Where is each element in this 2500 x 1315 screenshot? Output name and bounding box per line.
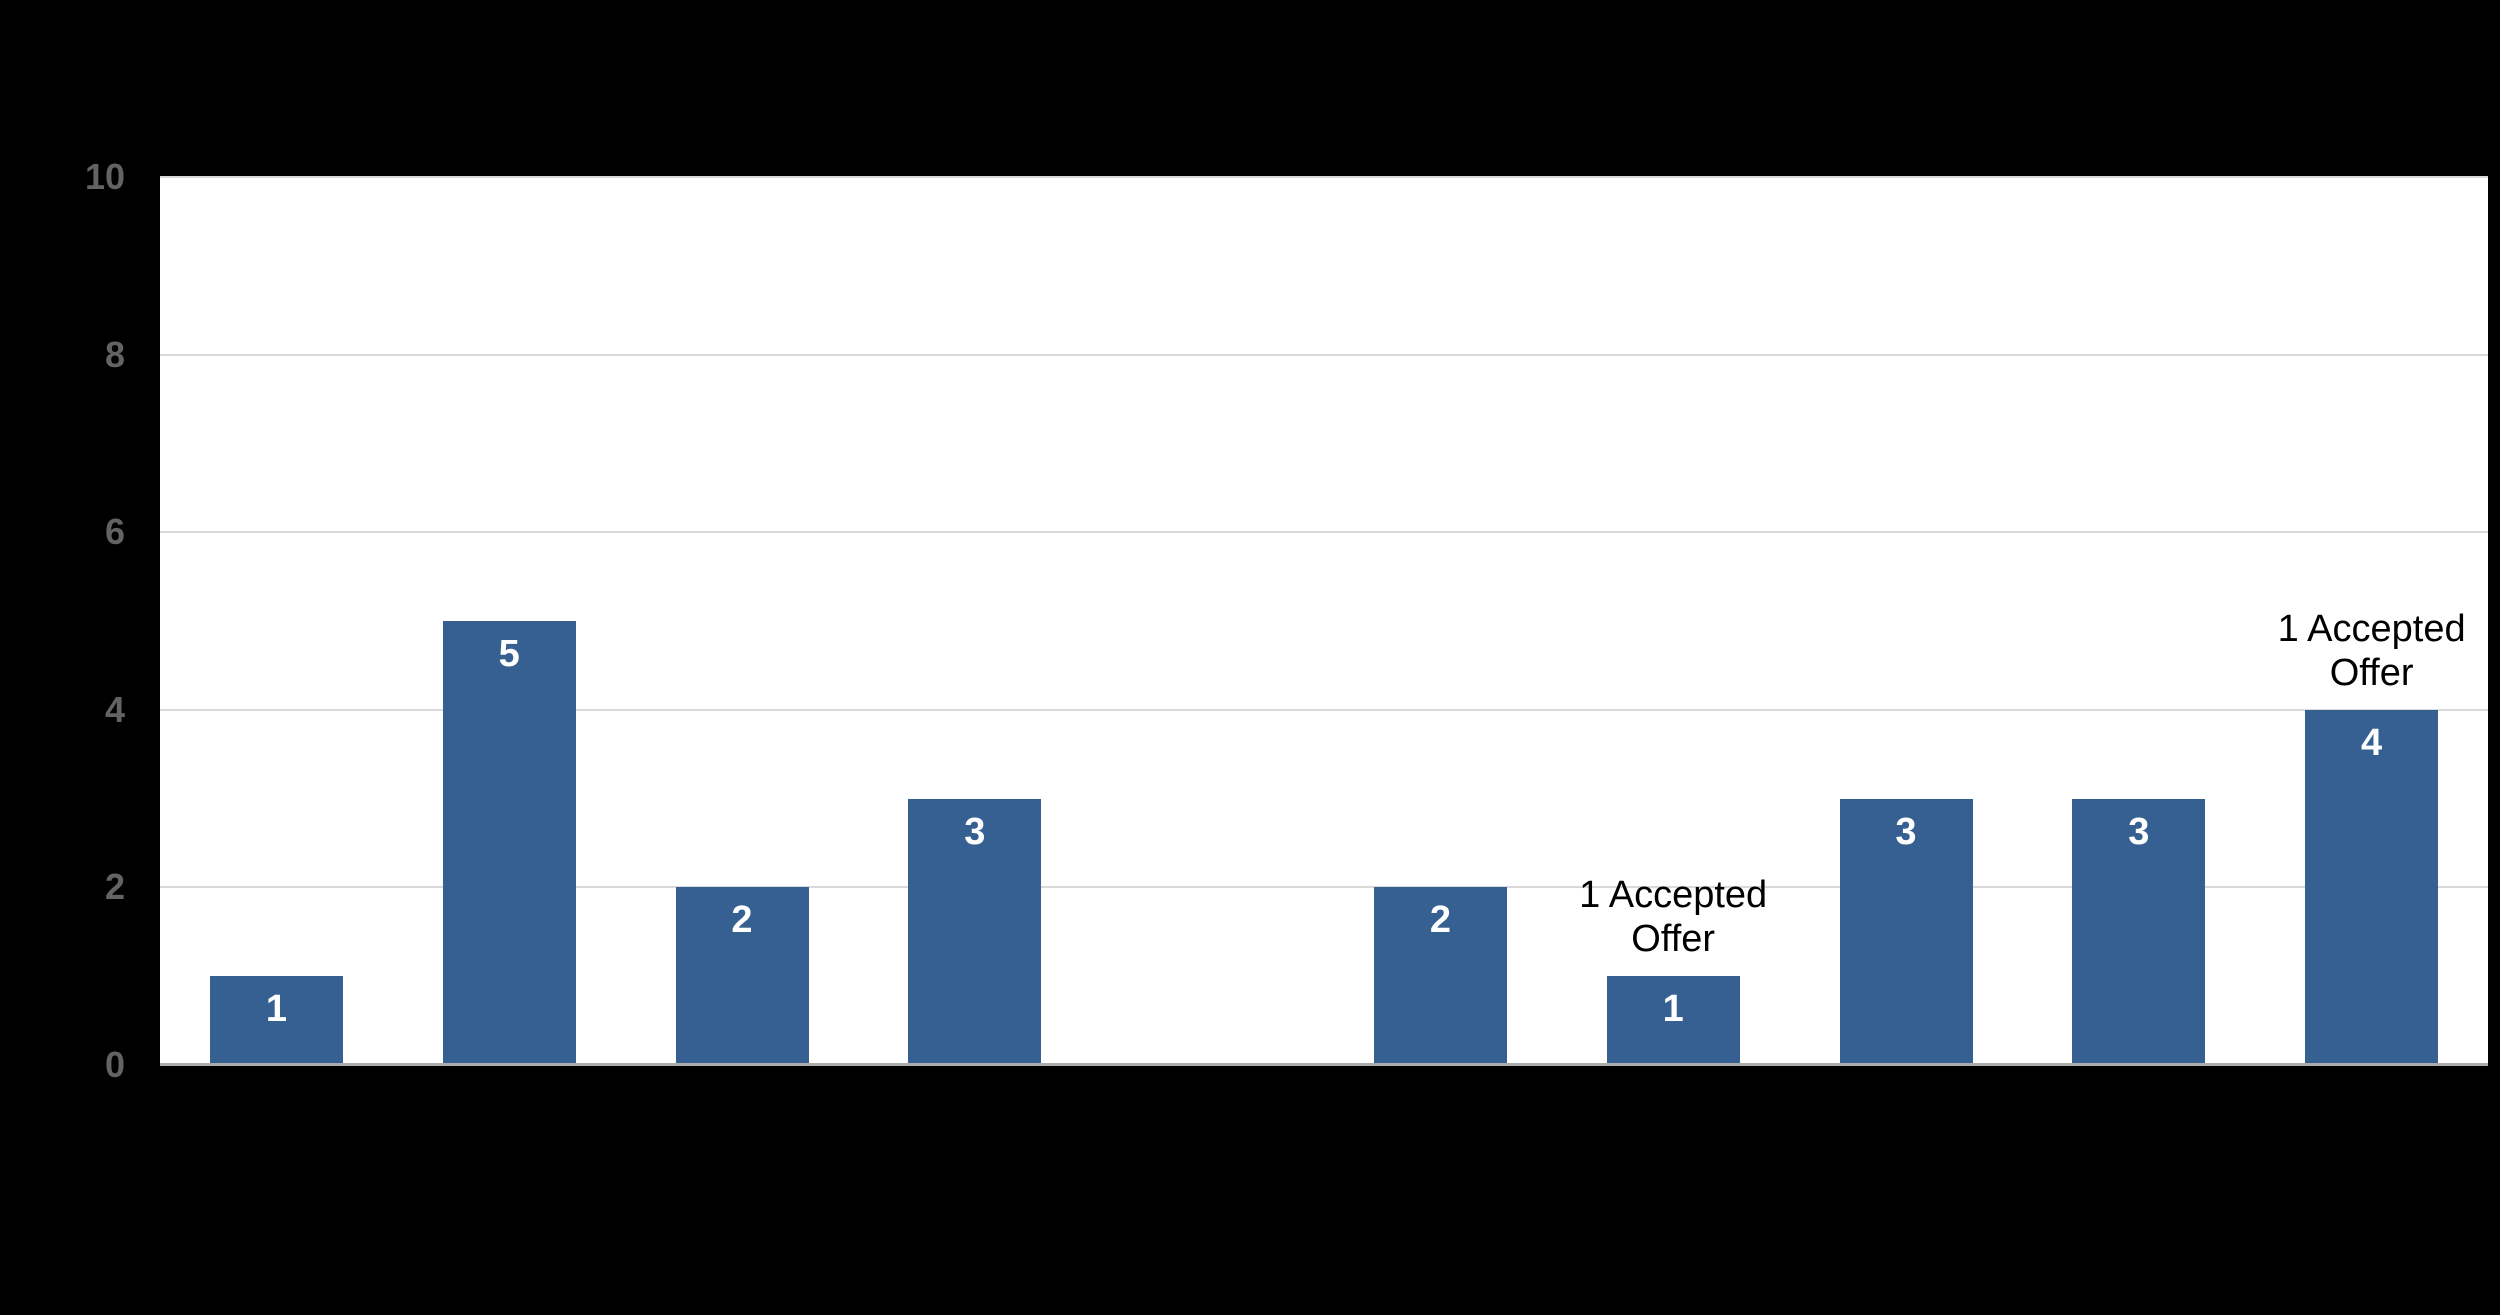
bar: 2 [1373, 887, 1507, 1065]
plot-area: 1 5 2 3 2 1 3 3 4 1 Accepted Offer 1 Accepted Off… [160, 176, 2488, 1066]
gridline [160, 353, 2488, 356]
bar: 1 [209, 976, 343, 1065]
y-tick-label: 0 [104, 1044, 125, 1085]
bar-value-label: 5 [498, 633, 520, 675]
bar: 5 [442, 621, 576, 1065]
y-tick-label: 8 [104, 333, 125, 375]
bar-value-label: 2 [1429, 899, 1451, 942]
gridline [160, 886, 2488, 889]
bar: 4 [2305, 709, 2439, 1065]
y-tick-label: 10 [84, 156, 125, 197]
bar: 1 [1606, 976, 1740, 1065]
gridline [160, 176, 2488, 178]
bar: 3 [908, 798, 1042, 1065]
gridline [160, 531, 2488, 534]
bar: 3 [1839, 798, 1973, 1065]
y-tick-label: 4 [104, 688, 125, 730]
annotation: 1 Accepted Offer [1579, 874, 1768, 961]
bar-value-label: 2 [731, 899, 753, 942]
bar-value-label: 1 [265, 988, 287, 1031]
bar-value-label: 3 [2128, 810, 2150, 853]
bar-value-label: 3 [964, 810, 986, 853]
gridline [160, 708, 2488, 711]
annotation: 1 Accepted Offer [2277, 607, 2466, 694]
bar: 3 [2072, 798, 2206, 1065]
bar-value-label: 4 [2361, 721, 2383, 764]
x-axis-line [160, 1063, 2488, 1066]
y-tick-label: 2 [104, 866, 125, 908]
y-tick-label: 6 [104, 511, 125, 553]
bar: 2 [675, 887, 809, 1065]
bar-value-label: 3 [1895, 810, 1917, 853]
bar-value-label: 1 [1662, 988, 1684, 1031]
